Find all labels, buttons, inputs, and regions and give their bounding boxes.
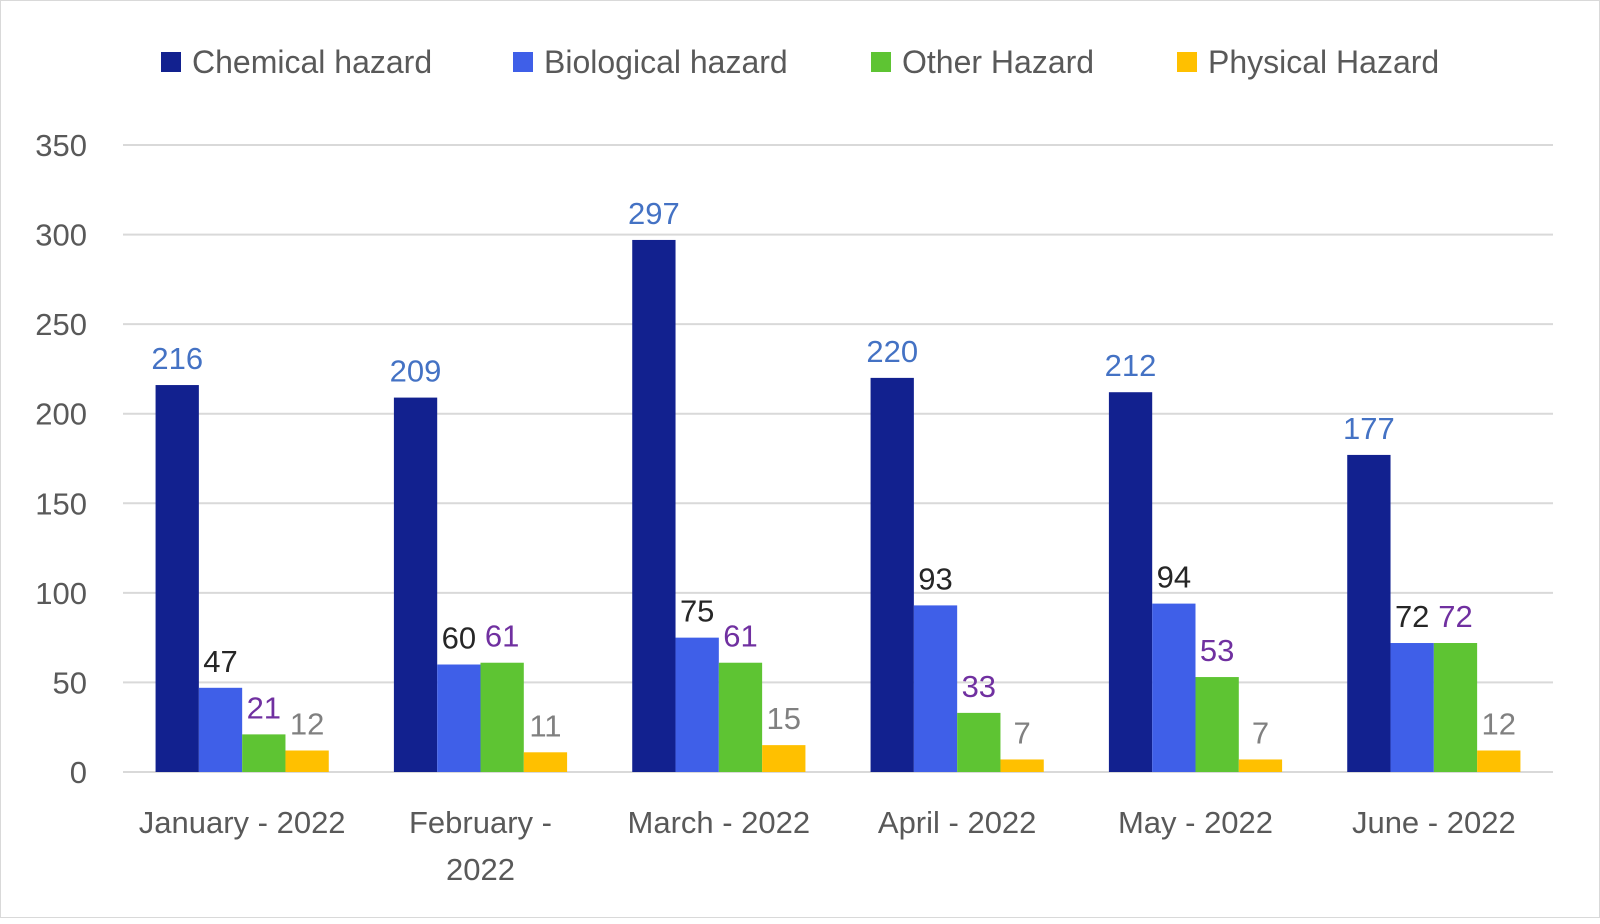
data-label: 72 — [1395, 599, 1429, 634]
data-label: 216 — [151, 341, 203, 376]
bar-other-hazard — [718, 662, 763, 772]
data-label: 33 — [962, 669, 996, 704]
y-tick-label: 300 — [35, 218, 87, 253]
bar-other-hazard — [1195, 677, 1239, 772]
bar-biological-hazard — [675, 637, 719, 772]
x-tick-label: March - 2022 — [628, 805, 811, 840]
x-tick-label: February - — [409, 805, 552, 840]
bar-biological-hazard — [1390, 643, 1434, 772]
bar-chemical-hazard — [393, 397, 438, 772]
bar-biological-hazard — [437, 664, 481, 772]
y-tick-label: 50 — [53, 665, 87, 700]
data-label: 7 — [1252, 715, 1269, 750]
x-tick-label: June - 2022 — [1352, 805, 1516, 840]
bar-other-hazard — [1433, 643, 1478, 772]
y-tick-label: 250 — [35, 307, 87, 342]
data-label: 94 — [1157, 560, 1191, 595]
legend-swatch — [513, 52, 533, 72]
legend-swatch — [871, 52, 891, 72]
legend-label: Chemical hazard — [192, 44, 432, 80]
y-tick-label: 350 — [35, 128, 87, 163]
data-label: 7 — [1013, 715, 1030, 750]
bar-biological-hazard — [1152, 603, 1196, 772]
data-label: 75 — [680, 594, 714, 629]
data-label: 72 — [1438, 599, 1472, 634]
data-label: 12 — [290, 707, 324, 742]
bar-chemical-hazard — [632, 239, 676, 773]
bar-other-hazard — [242, 734, 286, 772]
data-label: 60 — [442, 621, 476, 656]
data-label: 61 — [723, 619, 757, 654]
legend-swatch — [1177, 52, 1197, 72]
bar-chemical-hazard — [870, 377, 914, 772]
y-tick-label: 100 — [35, 576, 87, 611]
bar-biological-hazard — [198, 687, 243, 772]
data-label: 220 — [866, 334, 918, 369]
y-tick-label: 200 — [35, 397, 87, 432]
data-label: 209 — [390, 354, 442, 389]
bar-physical-hazard — [1477, 750, 1521, 772]
bar-other-hazard — [480, 662, 524, 772]
x-tick-label: April - 2022 — [878, 805, 1037, 840]
legend-label: Other Hazard — [902, 44, 1094, 80]
data-label: 212 — [1105, 348, 1157, 383]
bar-physical-hazard — [1238, 759, 1283, 772]
data-label: 93 — [918, 561, 952, 596]
data-label: 177 — [1343, 411, 1395, 446]
bar-biological-hazard — [913, 605, 958, 772]
bar-physical-hazard — [523, 752, 568, 772]
bar-physical-hazard — [1000, 759, 1044, 772]
bar-physical-hazard — [762, 745, 806, 772]
legend-swatch — [161, 52, 181, 72]
data-label: 61 — [485, 619, 519, 654]
legend-label: Biological hazard — [544, 44, 788, 80]
y-tick-label: 150 — [35, 486, 87, 521]
x-tick-label: May - 2022 — [1118, 805, 1273, 840]
bar-chemical-hazard — [155, 385, 199, 772]
y-tick-label: 0 — [70, 755, 87, 790]
data-label: 53 — [1200, 633, 1234, 668]
bar-chemical-hazard — [1347, 454, 1391, 772]
data-label: 15 — [767, 701, 801, 736]
bar-physical-hazard — [285, 750, 329, 772]
bar-other-hazard — [957, 712, 1001, 772]
data-label: 12 — [1482, 707, 1516, 742]
x-tick-label: 2022 — [446, 852, 515, 887]
x-tick-label: January - 2022 — [139, 805, 346, 840]
data-label: 11 — [529, 708, 561, 743]
data-label: 297 — [628, 196, 680, 231]
data-label: 47 — [203, 644, 237, 679]
bar-chemical-hazard — [1108, 392, 1153, 772]
legend-label: Physical Hazard — [1208, 44, 1439, 80]
data-label: 21 — [247, 690, 281, 725]
